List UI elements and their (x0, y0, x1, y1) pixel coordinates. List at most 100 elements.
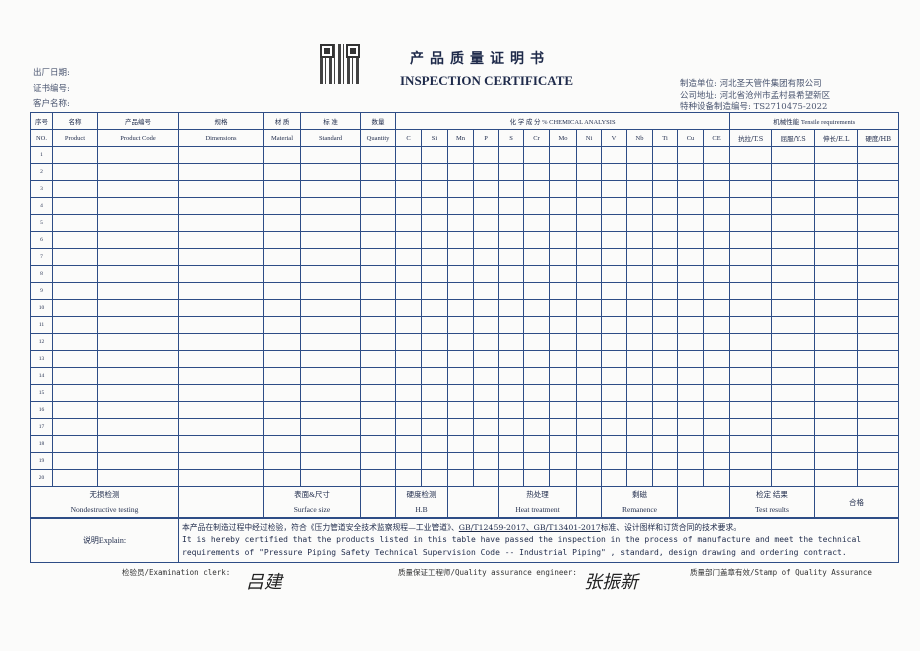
table-cell (178, 146, 264, 164)
table-cell (626, 197, 653, 215)
table-cell (523, 197, 550, 215)
table-cell (178, 282, 264, 300)
table-cell (178, 350, 264, 368)
table-cell (626, 350, 653, 368)
table-cell (523, 316, 550, 334)
table-cell (857, 469, 900, 487)
table-row: 3 (30, 180, 900, 198)
table-cell (97, 299, 179, 317)
table-cell (523, 384, 550, 402)
table-cell (395, 180, 422, 198)
title-en: INSPECTION CERTIFICATE (400, 73, 574, 88)
table-cell (97, 146, 179, 164)
table-cell (97, 333, 179, 351)
table-cell (395, 384, 422, 402)
table-cell (97, 248, 179, 266)
chem-col-v: V (601, 129, 627, 147)
table-cell (857, 384, 900, 402)
table-cell (601, 248, 627, 266)
table-cell (702, 197, 731, 215)
table-cell (263, 163, 301, 181)
table-cell (729, 265, 773, 283)
table-cell (523, 367, 550, 385)
table-cell (178, 163, 264, 181)
col-standard-en: Standard (300, 129, 361, 147)
table-cell (857, 367, 900, 385)
table-cell (523, 282, 550, 300)
table-cell (498, 180, 524, 198)
table-cell (626, 469, 653, 487)
table-cell (549, 316, 577, 334)
table-cell (360, 469, 396, 487)
table-cell (52, 146, 98, 164)
table-cell (360, 452, 396, 470)
qa-engineer-signature: 张振新 (584, 572, 638, 593)
chem-col-p: P (473, 129, 499, 147)
table-cell (263, 316, 301, 334)
table-cell (300, 214, 361, 232)
table-cell (473, 231, 499, 249)
table-cell (473, 248, 499, 266)
table-cell (857, 265, 900, 283)
table-cell (447, 333, 474, 351)
chem-col-si: Si (421, 129, 448, 147)
table-cell (447, 316, 474, 334)
table-cell (857, 163, 900, 181)
table-cell (626, 163, 653, 181)
table-cell (549, 197, 577, 215)
row-number: 18 (30, 435, 53, 453)
table-cell (395, 316, 422, 334)
table-cell (52, 197, 98, 215)
table-cell (52, 401, 98, 419)
table-cell (549, 418, 577, 436)
table-cell (473, 299, 499, 317)
table-cell (576, 231, 602, 249)
table-cell (576, 401, 602, 419)
table-cell (421, 367, 448, 385)
table-cell (771, 146, 816, 164)
table-cell (702, 435, 731, 453)
table-row: 12 (30, 333, 900, 351)
table-cell (814, 231, 859, 249)
table-cell (771, 333, 816, 351)
table-cell (523, 214, 550, 232)
table-cell (498, 384, 524, 402)
table-cell (52, 265, 98, 283)
surface-value (360, 486, 396, 518)
table-cell (97, 469, 179, 487)
hardness-cn: 硬度检测 (395, 486, 448, 502)
chem-col-ni: Ni (576, 129, 602, 147)
table-cell (421, 316, 448, 334)
table-cell (447, 146, 474, 164)
table-cell (677, 163, 704, 181)
table-cell (97, 367, 179, 385)
table-row: 11 (30, 316, 900, 334)
table-row: 17 (30, 418, 900, 436)
table-cell (52, 316, 98, 334)
table-cell (702, 265, 731, 283)
table-cell (97, 282, 179, 300)
customer-name-label: 客户名称: (33, 99, 70, 109)
row-number: 5 (30, 214, 53, 232)
table-cell (97, 214, 179, 232)
table-cell (421, 469, 448, 487)
table-cell (601, 316, 627, 334)
row-number: 9 (30, 282, 53, 300)
table-cell (576, 435, 602, 453)
table-cell (771, 282, 816, 300)
table-cell (473, 146, 499, 164)
table-cell (300, 418, 361, 436)
table-cell (523, 231, 550, 249)
table-cell (360, 299, 396, 317)
table-cell (421, 197, 448, 215)
row-number: 15 (30, 384, 53, 402)
row-number: 12 (30, 333, 53, 351)
table-cell (702, 146, 731, 164)
table-cell (498, 282, 524, 300)
chem-col-ce: CE (702, 129, 731, 147)
table-row: 20 (30, 469, 900, 487)
table-cell (97, 384, 179, 402)
table-cell (421, 333, 448, 351)
table-cell (702, 452, 731, 470)
table-cell (626, 435, 653, 453)
